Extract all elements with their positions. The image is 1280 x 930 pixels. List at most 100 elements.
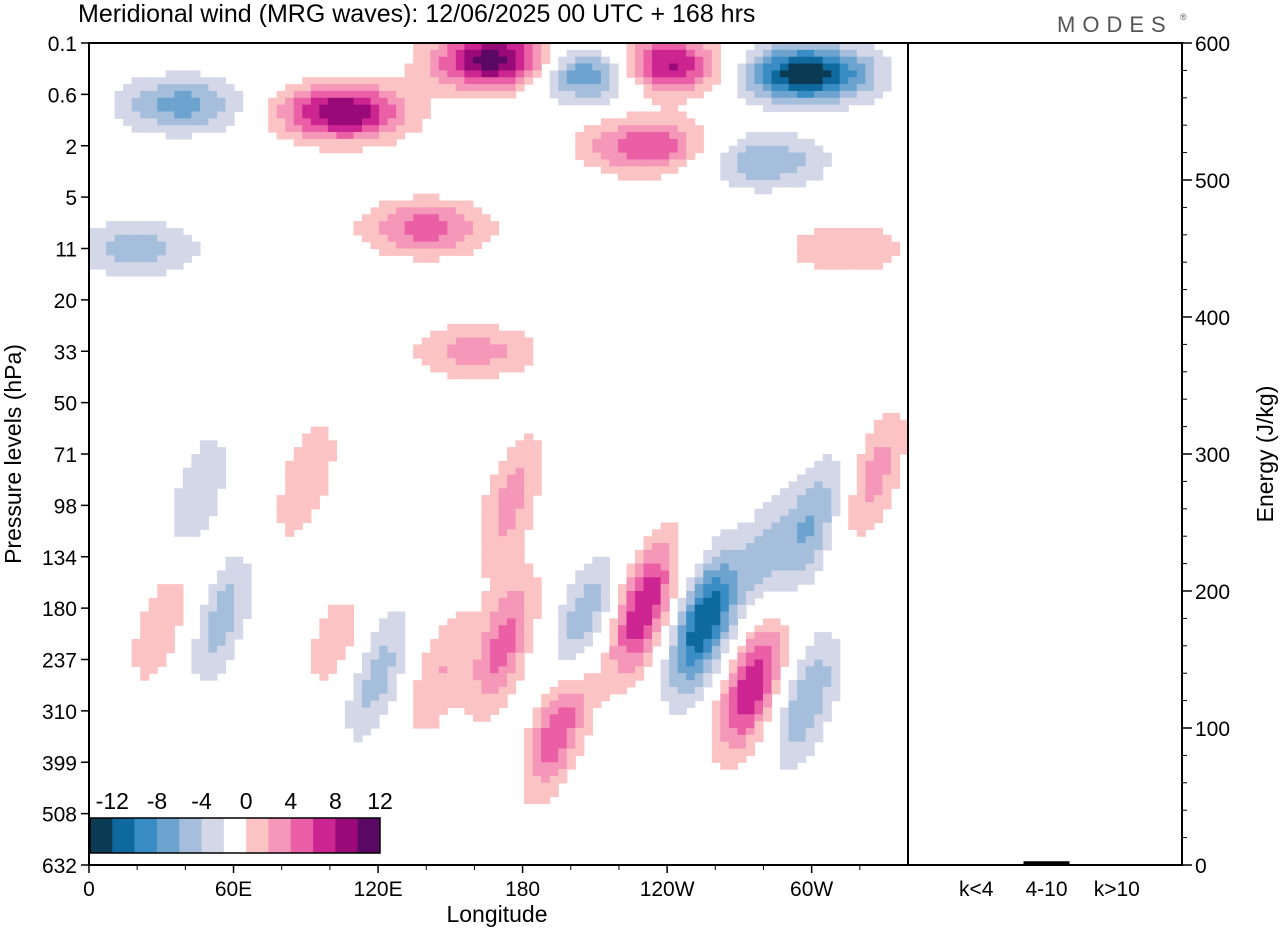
- heat-cell: [327, 659, 338, 667]
- heat-cell: [114, 104, 124, 113]
- heat-cell: [626, 173, 636, 181]
- heat-cell: [379, 118, 389, 126]
- heat-cell: [242, 570, 252, 578]
- heat-cell: [379, 77, 389, 85]
- energy-bar: [1093, 864, 1140, 866]
- heat-cell: [174, 584, 184, 592]
- heat-cell: [421, 97, 431, 106]
- heat-cell: [481, 234, 491, 243]
- heat-cell: [643, 597, 653, 606]
- heat-cell: [97, 227, 107, 236]
- heat-cell: [191, 515, 201, 524]
- heat-cell: [711, 536, 721, 544]
- heat-cell: [157, 84, 167, 92]
- heat-cell: [379, 111, 389, 119]
- heat-cell: [140, 673, 150, 681]
- heat-cell: [737, 686, 747, 695]
- heat-cell: [549, 714, 559, 722]
- heat-cell: [447, 56, 457, 65]
- heat-cell: [549, 755, 559, 763]
- heat-cell: [771, 180, 781, 188]
- heat-cell: [447, 43, 457, 51]
- heat-cell: [293, 132, 303, 140]
- heat-cell: [575, 132, 585, 140]
- heat-cell: [489, 70, 500, 78]
- heat-cell: [882, 412, 892, 421]
- heat-cell: [362, 214, 372, 222]
- heat-cell: [182, 77, 192, 85]
- heat-cell: [524, 508, 534, 517]
- heat-cell: [745, 673, 756, 681]
- heat-cell: [498, 563, 508, 572]
- heat-cell: [592, 77, 602, 85]
- heat-cell: [498, 645, 508, 654]
- heat-cell: [839, 241, 849, 250]
- heat-cell: [780, 138, 790, 147]
- heat-cell: [728, 529, 738, 537]
- heat-cell: [890, 426, 901, 435]
- heat-cell: [856, 501, 866, 510]
- heat-cell: [720, 556, 730, 565]
- heat-cell: [780, 755, 790, 763]
- heat-cell: [438, 241, 448, 250]
- heat-cell: [609, 659, 619, 667]
- y-tick-label: 5: [65, 187, 77, 210]
- heat-cell: [302, 90, 312, 99]
- heat-cell: [865, 255, 875, 263]
- heat-cell: [498, 495, 508, 503]
- heat-cell: [575, 700, 585, 709]
- heat-cell: [745, 748, 756, 756]
- heat-cell: [865, 77, 875, 85]
- heat-cell: [524, 748, 534, 756]
- heat-cell: [344, 111, 355, 119]
- heat-cell: [814, 173, 824, 181]
- heat-cell: [310, 454, 320, 462]
- heat-cell: [771, 680, 781, 688]
- heat-cell: [524, 762, 534, 770]
- heat-cell: [447, 344, 457, 352]
- heat-cell: [216, 659, 227, 667]
- heat-cell: [336, 84, 346, 92]
- heat-cell: [848, 262, 858, 270]
- heat-cell: [643, 645, 653, 654]
- heat-cell: [524, 488, 534, 496]
- heat-cell: [438, 330, 448, 339]
- heat-cell: [686, 138, 696, 147]
- heat-cell: [293, 460, 303, 469]
- heat-cell: [353, 138, 363, 147]
- heat-cell: [814, 241, 824, 250]
- heat-cell: [148, 625, 158, 633]
- heat-cell: [507, 686, 517, 695]
- heat-cell: [566, 611, 576, 619]
- heat-cell: [310, 118, 320, 126]
- heat-cell: [788, 584, 798, 592]
- heat-cell: [856, 460, 866, 469]
- heat-cell: [643, 652, 653, 661]
- heat-cell: [728, 728, 738, 736]
- heat-cell: [532, 474, 542, 482]
- heat-cell: [174, 248, 184, 256]
- heat-cell: [848, 241, 858, 250]
- heat-cell: [797, 152, 807, 161]
- heat-cell: [728, 700, 738, 709]
- heat-cell: [660, 556, 670, 565]
- heat-cell: [455, 200, 465, 208]
- heat-cell: [805, 577, 815, 585]
- heat-cell: [148, 645, 158, 654]
- heat-cell: [558, 728, 568, 736]
- heat-cell: [472, 625, 483, 633]
- heat-cell: [336, 638, 346, 647]
- heat-cell: [831, 262, 841, 270]
- heat-cell: [899, 440, 908, 448]
- heat-cell: [276, 104, 286, 113]
- heat-cell: [720, 625, 730, 633]
- heat-cell: [157, 625, 167, 633]
- heat-cell: [430, 659, 440, 667]
- heat-cell: [515, 460, 525, 469]
- heat-cell: [797, 234, 807, 243]
- heat-cell: [780, 488, 790, 496]
- heat-cell: [353, 97, 363, 106]
- heat-cell: [839, 77, 849, 85]
- heat-cell: [336, 625, 346, 633]
